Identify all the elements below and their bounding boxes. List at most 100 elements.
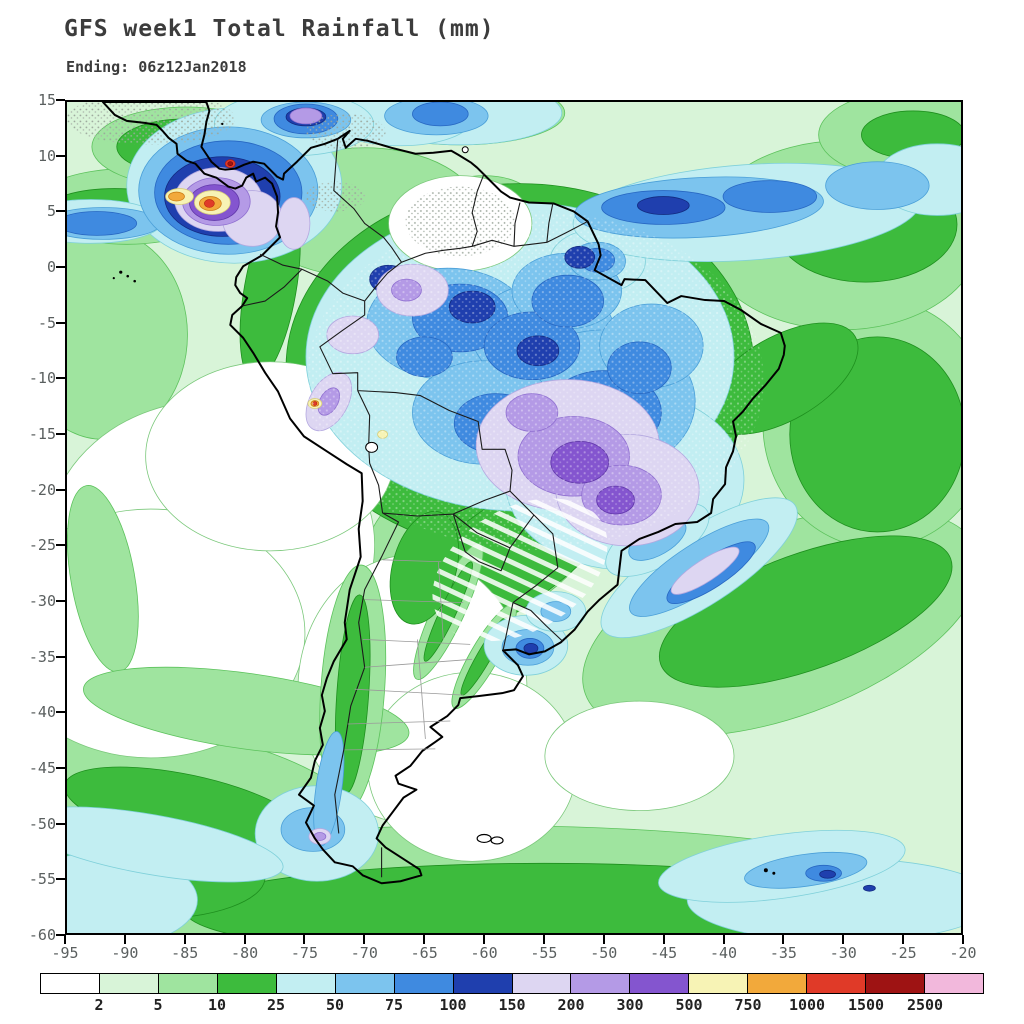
x-tick-label: -45 <box>650 944 678 962</box>
y-tick-mark <box>56 822 65 825</box>
legend-value-label: 750 <box>734 996 762 1014</box>
y-tick-mark <box>56 433 65 435</box>
x-tick-mark <box>782 935 785 944</box>
legend-color-box <box>276 974 336 993</box>
legend-value-label: 200 <box>557 996 585 1014</box>
legend-color-box <box>630 974 690 993</box>
legend-value-label: 500 <box>675 996 703 1014</box>
falkland-east <box>490 836 504 845</box>
x-tick-mark <box>303 935 306 944</box>
x-tick-label: -80 <box>231 944 259 962</box>
y-tick-label: 5 <box>46 202 56 221</box>
legend-color-box <box>335 974 395 993</box>
legend-color-box <box>866 974 926 993</box>
map-plot <box>65 100 963 935</box>
legend-value-label: 1500 <box>847 996 885 1014</box>
x-tick-label: -70 <box>350 944 378 962</box>
y-tick-mark <box>56 711 65 714</box>
y-tick-mark <box>56 767 65 769</box>
legend-value-label: 150 <box>498 996 526 1014</box>
legend-value-label: 5 <box>153 996 163 1014</box>
x-tick-mark <box>483 935 486 944</box>
x-tick-label: -95 <box>51 944 79 962</box>
legend-color-box <box>571 974 631 993</box>
texture-overlays <box>67 102 764 642</box>
x-tick-mark <box>542 935 545 944</box>
legend-color-box <box>512 974 572 993</box>
map-title: GFS week1 Total Rainfall (mm) <box>64 16 495 42</box>
y-tick-label: 0 <box>46 258 56 276</box>
legend-color-box <box>925 974 983 993</box>
x-tick-label: -50 <box>590 944 618 962</box>
legend-value-label: 2500 <box>906 996 944 1014</box>
x-tick-mark <box>363 935 366 944</box>
x-tick-mark <box>423 935 426 944</box>
legend-bar <box>40 973 984 994</box>
legend-value-label: 2 <box>94 996 104 1014</box>
x-tick-label: -35 <box>769 944 797 962</box>
legend-color-box <box>748 974 808 993</box>
legend-value-label: 10 <box>207 996 227 1014</box>
x-tick-label: -65 <box>410 944 438 962</box>
y-tick-label: -30 <box>28 592 56 610</box>
y-tick-mark <box>56 377 65 380</box>
province-borders <box>344 559 473 751</box>
lake-titicaca <box>365 441 379 453</box>
x-tick-label: -60 <box>470 944 498 962</box>
y-tick-mark <box>56 600 65 602</box>
y-tick-mark <box>56 321 65 324</box>
x-tick-mark <box>902 935 905 944</box>
legend-value-label: 300 <box>616 996 644 1014</box>
legend-value-label: 100 <box>439 996 467 1014</box>
legend-color-box <box>41 974 100 993</box>
y-tick-mark <box>56 154 65 157</box>
legend-value-label: 50 <box>325 996 345 1014</box>
legend-color-box <box>158 974 218 993</box>
y-tick-label: -35 <box>28 647 56 666</box>
legend-color-box <box>807 974 867 993</box>
legend-value-label: 1000 <box>788 996 826 1014</box>
x-tick-mark <box>962 935 964 944</box>
legend-value-label: 25 <box>266 996 286 1014</box>
y-tick-label: -15 <box>28 425 56 443</box>
y-tick-label: -20 <box>28 480 56 499</box>
x-tick-mark <box>123 935 126 944</box>
y-tick-mark <box>56 934 65 936</box>
x-tick-label: -90 <box>111 944 139 962</box>
legend-color-box <box>394 974 454 993</box>
y-tick-mark <box>56 210 65 213</box>
y-tick-label: 10 <box>37 146 56 165</box>
x-tick-mark <box>183 935 186 944</box>
legend-color-box <box>453 974 513 993</box>
y-tick-label: -45 <box>28 759 56 777</box>
x-tick-mark <box>64 935 66 944</box>
map-subtitle: Ending: 06z12Jan2018 <box>66 58 247 76</box>
y-tick-label: -50 <box>28 814 56 833</box>
islands <box>112 122 776 875</box>
country-borders <box>242 138 588 878</box>
y-tick-mark <box>56 266 65 268</box>
y-tick-mark <box>56 99 65 101</box>
x-tick-mark <box>842 935 845 944</box>
y-tick-mark <box>56 878 65 881</box>
x-tick-label: -75 <box>290 944 318 962</box>
y-tick-label: -25 <box>28 536 56 555</box>
y-tick-label: -5 <box>37 313 56 332</box>
y-tick-label: -55 <box>28 870 56 889</box>
y-tick-label: -40 <box>28 703 56 722</box>
falkland-west <box>476 833 492 844</box>
legend-labels: 2 5 10 25 50 75 100 150 200 300 500 750 1000 1500 2500 <box>40 996 984 1014</box>
x-tick-label: -85 <box>171 944 199 962</box>
x-tick-label: -20 <box>949 944 977 962</box>
rain-layer-1500mm <box>227 161 234 166</box>
y-tick-mark <box>56 544 65 547</box>
x-tick-mark <box>243 935 246 944</box>
y-tick-label: -10 <box>28 369 56 388</box>
x-tick-label: -25 <box>889 944 917 962</box>
y-tick-mark <box>56 655 65 658</box>
x-tick-label: -55 <box>530 944 558 962</box>
y-tick-mark <box>56 488 65 491</box>
x-tick-mark <box>722 935 725 944</box>
legend-value-label: 75 <box>384 996 404 1014</box>
